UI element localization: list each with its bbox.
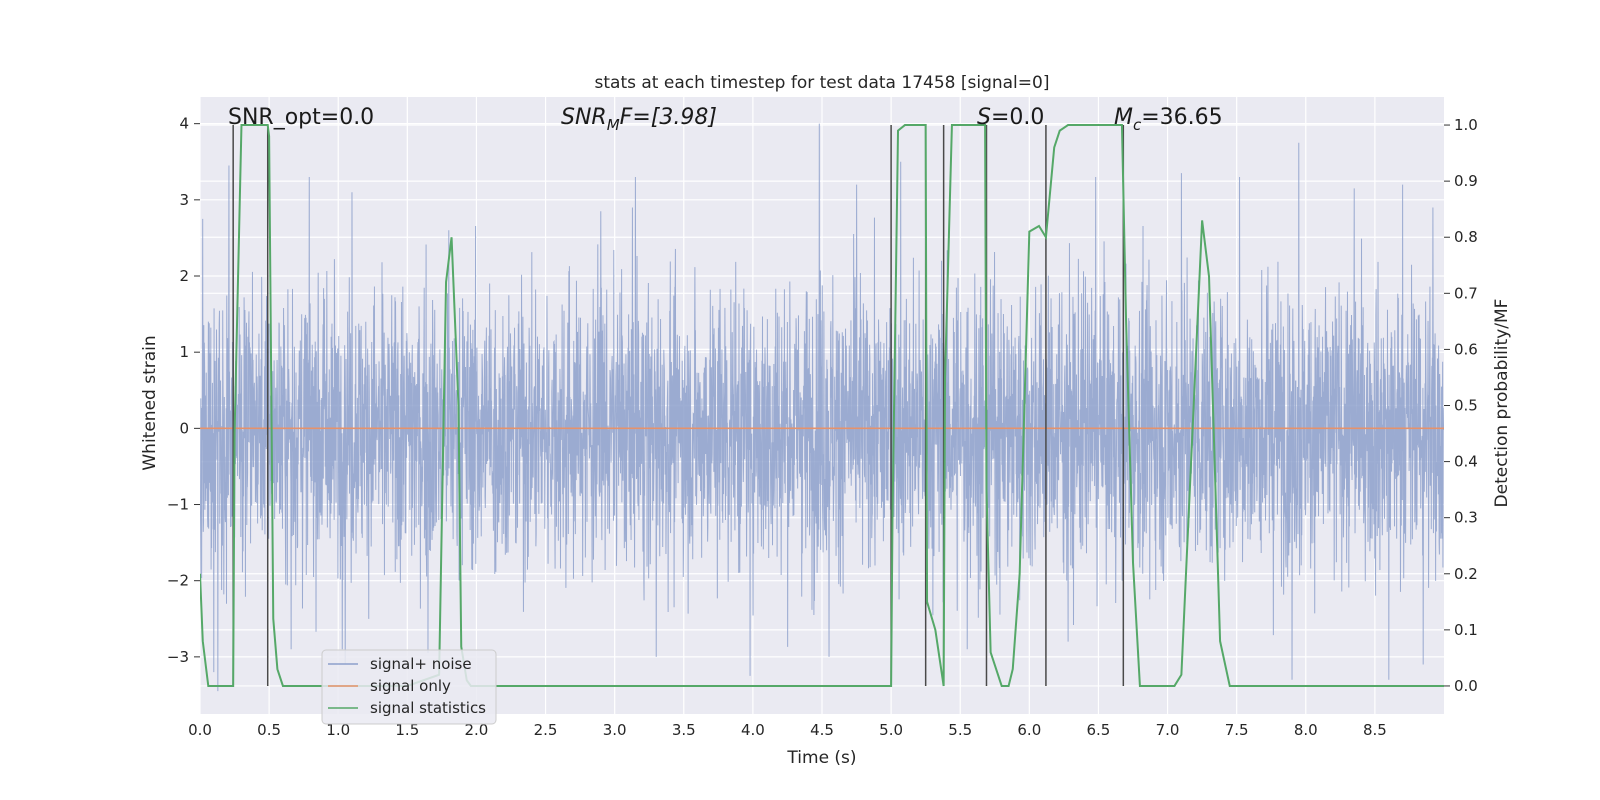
x-tick-label: 4.0 xyxy=(741,721,765,739)
annotation-snr-opt: SNR_opt=0.0 xyxy=(228,105,374,130)
y-axis-ticks: −3 −2 −1 0 1 2 3 4 xyxy=(167,115,200,666)
right-y-tick-label: 0.5 xyxy=(1454,397,1478,415)
x-tick-label: 0.5 xyxy=(257,721,281,739)
right-y-tick-label: 0.9 xyxy=(1454,172,1478,190)
right-y-tick-label: 0.1 xyxy=(1454,621,1478,639)
legend-label-signal: signal only xyxy=(370,677,451,695)
annotation-mc-sub: c xyxy=(1133,116,1142,134)
x-tick-label: 8.0 xyxy=(1294,721,1318,739)
annotation-mc-rest: =36.65 xyxy=(1141,105,1222,130)
x-tick-label: 6.0 xyxy=(1017,721,1041,739)
y-tick-label: 3 xyxy=(179,191,189,209)
right-y-tick-label: 0.6 xyxy=(1454,340,1478,358)
series-signal-statistics xyxy=(200,124,1444,687)
annotation-s-base: S xyxy=(977,105,991,130)
x-tick-label: 3.5 xyxy=(672,721,696,739)
x-tick-label: 7.0 xyxy=(1156,721,1180,739)
x-axis-label: Time (s) xyxy=(786,748,856,768)
y-tick-label: −1 xyxy=(167,496,189,514)
y-tick-label: 0 xyxy=(179,419,189,437)
x-tick-label: 0.0 xyxy=(188,721,212,739)
annotation-s: S=0.0 xyxy=(977,105,1044,130)
y-axis-label: Whitened strain xyxy=(140,335,160,470)
right-y-axis-ticks: 0.0 0.1 0.2 0.3 0.4 0.5 0.6 0.7 0.8 0.9 1.0 xyxy=(1444,116,1478,695)
series-signal-noise xyxy=(200,123,1444,692)
x-tick-label: 1.0 xyxy=(326,721,350,739)
y-tick-label: 2 xyxy=(179,267,189,285)
x-tick-label: 6.5 xyxy=(1087,721,1111,739)
legend: signal+ noise signal only signal statist… xyxy=(321,649,497,725)
annotation-s-rest: =0.0 xyxy=(991,105,1044,130)
right-y-tick-label: 0.0 xyxy=(1454,677,1478,695)
x-tick-label: 5.0 xyxy=(879,721,903,739)
legend-label-noise: signal+ noise xyxy=(370,655,472,673)
annotation-snr-mf-base: SNR xyxy=(561,105,607,130)
y-tick-label: −2 xyxy=(167,572,189,590)
y-tick-label: 4 xyxy=(179,115,189,133)
annotation-mc-base: M xyxy=(1114,105,1133,130)
x-tick-label: 5.5 xyxy=(948,721,972,739)
x-tick-label: 4.5 xyxy=(810,721,834,739)
right-y-tick-label: 1.0 xyxy=(1454,116,1478,134)
annotation-snr-mf-rest: F=[3.98] xyxy=(620,105,717,130)
x-axis-ticks: 0.0 0.5 1.0 1.5 2.0 2.5 3.0 3.5 4.0 4.5 5.0 5.5 6.0 6… xyxy=(188,721,1387,739)
chart-title: stats at each timestep for test data 174… xyxy=(595,73,1050,93)
right-y-tick-label: 0.8 xyxy=(1454,228,1478,246)
right-y-tick-label: 0.4 xyxy=(1454,453,1478,471)
annotation-snr-mf: SNRMF=[3.98] xyxy=(561,105,717,134)
legend-box xyxy=(321,649,497,725)
x-tick-label: 8.5 xyxy=(1363,721,1387,739)
y-tick-label: 1 xyxy=(179,343,189,361)
legend-label-stats: signal statistics xyxy=(370,699,486,717)
right-y-axis-label: Detection probability/MF xyxy=(1492,299,1512,508)
right-y-tick-label: 0.2 xyxy=(1454,565,1478,583)
right-y-tick-label: 0.3 xyxy=(1454,509,1478,527)
x-tick-label: 2.0 xyxy=(465,721,489,739)
x-tick-label: 7.5 xyxy=(1225,721,1249,739)
x-tick-label: 3.0 xyxy=(603,721,627,739)
annotation-snr-mf-sub: M xyxy=(607,116,620,134)
x-tick-label: 2.5 xyxy=(534,721,558,739)
right-y-tick-label: 0.7 xyxy=(1454,284,1478,302)
y-tick-label: −3 xyxy=(167,648,189,666)
annotation-mc: Mc=36.65 xyxy=(1114,105,1223,134)
x-tick-label: 1.5 xyxy=(395,721,419,739)
